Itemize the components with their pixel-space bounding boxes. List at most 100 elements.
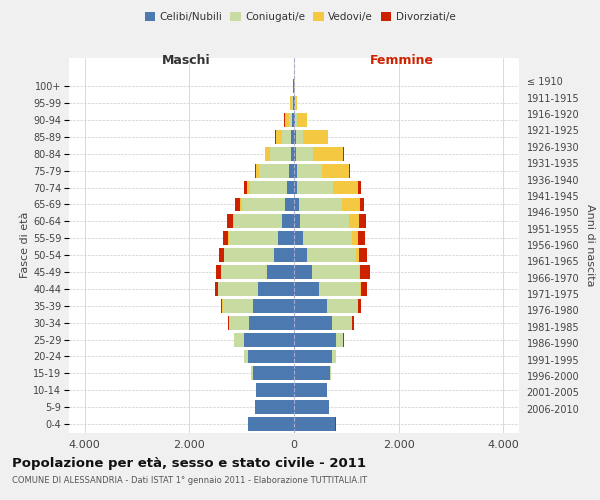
Bar (248, 350, 294, 364)
Bar (360, 265, 370, 279)
Bar (291, 147, 294, 160)
Bar (307, 248, 356, 262)
Bar (229, 232, 278, 245)
Bar (294, 400, 329, 414)
Bar (352, 232, 358, 245)
Bar (349, 164, 350, 177)
Y-axis label: Anni di nascita: Anni di nascita (585, 204, 595, 286)
Bar (296, 96, 297, 110)
Bar (294, 316, 332, 330)
Bar (215, 282, 218, 296)
Bar (289, 164, 294, 177)
Bar (296, 130, 302, 144)
Bar (249, 316, 294, 330)
Bar (287, 180, 294, 194)
Bar (295, 96, 296, 110)
Bar (294, 417, 335, 431)
Bar (294, 232, 302, 245)
Bar (235, 198, 240, 211)
Bar (244, 350, 248, 364)
Bar (328, 299, 358, 312)
Bar (223, 299, 253, 312)
Bar (242, 198, 286, 211)
Bar (270, 147, 291, 160)
Bar (294, 248, 307, 262)
Bar (286, 198, 294, 211)
Bar (300, 214, 349, 228)
Bar (343, 147, 344, 160)
Bar (234, 214, 282, 228)
Bar (319, 282, 361, 296)
Bar (282, 214, 294, 228)
Text: Femmine: Femmine (370, 54, 434, 67)
Bar (253, 366, 294, 380)
Bar (223, 232, 229, 245)
Bar (356, 248, 359, 262)
Bar (235, 332, 244, 346)
Bar (295, 113, 298, 127)
Bar (253, 299, 294, 312)
Bar (259, 164, 289, 177)
Bar (294, 96, 295, 110)
Bar (289, 113, 292, 127)
Bar (229, 316, 249, 330)
Bar (358, 232, 365, 245)
Bar (292, 96, 293, 110)
Bar (251, 366, 253, 380)
Legend: Celibi/Nubili, Coniugati/e, Vedovi/e, Divorziati/e: Celibi/Nubili, Coniugati/e, Vedovi/e, Di… (140, 8, 460, 26)
Bar (292, 130, 294, 144)
Bar (267, 265, 294, 279)
Bar (255, 164, 256, 177)
Bar (221, 265, 267, 279)
Bar (294, 180, 297, 194)
Bar (274, 248, 294, 262)
Bar (278, 232, 294, 245)
Bar (290, 96, 292, 110)
Bar (359, 214, 367, 228)
Bar (296, 147, 313, 160)
Bar (256, 164, 259, 177)
Y-axis label: Fasce di età: Fasce di età (20, 212, 30, 278)
Text: COMUNE DI ALESSANDRIA - Dati ISTAT 1° gennaio 2011 - Elaborazione TUTTITALIA.IT: COMUNE DI ALESSANDRIA - Dati ISTAT 1° ge… (12, 476, 367, 485)
Bar (283, 130, 292, 144)
Bar (359, 248, 367, 262)
Bar (294, 198, 299, 211)
Bar (358, 299, 361, 312)
Bar (297, 180, 333, 194)
Bar (358, 180, 361, 194)
Bar (322, 164, 349, 177)
Bar (299, 198, 342, 211)
Bar (244, 180, 247, 194)
Bar (312, 265, 359, 279)
Bar (294, 299, 328, 312)
Bar (228, 316, 229, 330)
Bar (240, 198, 242, 211)
Bar (218, 282, 259, 296)
Bar (294, 366, 330, 380)
Bar (302, 232, 352, 245)
Bar (349, 214, 359, 228)
Bar (294, 130, 296, 144)
Bar (224, 248, 274, 262)
Bar (294, 147, 296, 160)
Bar (332, 350, 336, 364)
Bar (359, 265, 360, 279)
Bar (336, 332, 343, 346)
Bar (352, 316, 353, 330)
Bar (247, 180, 250, 194)
Bar (294, 214, 300, 228)
Bar (293, 96, 294, 110)
Text: Popolazione per età, sesso e stato civile - 2011: Popolazione per età, sesso e stato civil… (12, 458, 366, 470)
Bar (294, 113, 295, 127)
Bar (294, 350, 332, 364)
Bar (259, 282, 294, 296)
Bar (332, 316, 352, 330)
Bar (244, 332, 294, 346)
Bar (294, 384, 327, 397)
Bar (333, 180, 358, 194)
Bar (342, 198, 360, 211)
Bar (313, 147, 343, 160)
Bar (265, 147, 270, 160)
Bar (248, 417, 294, 431)
Bar (250, 180, 287, 194)
